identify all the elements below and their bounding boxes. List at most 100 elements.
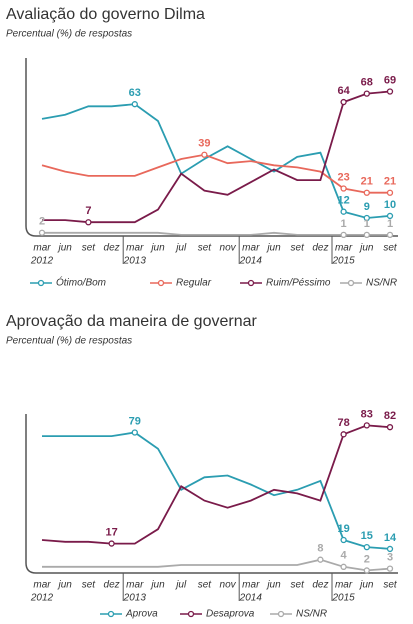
x-tick-label: dez xyxy=(312,243,328,254)
point xyxy=(317,556,324,563)
x-tick-label: set xyxy=(291,243,306,254)
point xyxy=(363,543,370,551)
x-year-label: 2013 xyxy=(123,593,147,604)
x-tick-label: jun xyxy=(265,243,281,254)
point xyxy=(340,563,347,570)
legend-marker xyxy=(277,610,285,618)
x-tick-label: jun xyxy=(265,580,281,591)
value-label: 21 xyxy=(361,176,373,188)
value-label: 69 xyxy=(384,74,396,86)
value-label: 21 xyxy=(384,176,396,188)
point xyxy=(38,229,46,236)
x-tick-label: mar xyxy=(126,243,144,254)
value-label: 19 xyxy=(337,523,349,535)
x-tick-label: jun xyxy=(358,243,374,254)
value-label: 83 xyxy=(361,408,373,420)
point xyxy=(386,424,394,431)
point xyxy=(340,208,347,215)
x-tick-label: set xyxy=(383,243,398,254)
value-label: 7 xyxy=(85,205,91,217)
value-label: 4 xyxy=(341,550,348,562)
value-label: 3 xyxy=(387,552,393,564)
point xyxy=(108,540,115,547)
legend-marker xyxy=(187,610,195,618)
value-label: 39 xyxy=(198,138,210,150)
x-year-label: 2015 xyxy=(331,593,355,604)
value-label: 68 xyxy=(361,77,373,89)
value-label: 1 xyxy=(387,218,393,230)
x-year-label: 2012 xyxy=(30,256,54,267)
series-line xyxy=(41,103,391,219)
x-tick-label: set xyxy=(82,580,97,591)
x-year-label: 2013 xyxy=(123,256,147,267)
point xyxy=(386,565,394,572)
value-label: 82 xyxy=(384,410,396,422)
value-label: 12 xyxy=(337,195,349,207)
x-tick-label: mar xyxy=(335,580,353,591)
x-year-label: 2012 xyxy=(30,593,54,604)
legend-label: NS/NR xyxy=(366,278,397,289)
x-tick-label: mar xyxy=(33,580,51,591)
axis xyxy=(25,58,398,237)
point xyxy=(363,189,370,196)
legend-label: NS/NR xyxy=(296,609,327,620)
value-label: 63 xyxy=(129,87,141,99)
legend-marker xyxy=(107,610,115,618)
x-tick-label: set xyxy=(82,243,97,254)
legend-marker xyxy=(37,279,45,287)
point xyxy=(363,90,370,97)
legend-label: Desaprova xyxy=(206,609,255,620)
axis xyxy=(25,414,398,574)
legend-marker xyxy=(347,279,355,287)
chart-title: Aprovação da maneira de governar xyxy=(6,313,257,330)
x-tick-label: mar xyxy=(33,243,51,254)
x-tick-label: set xyxy=(198,243,213,254)
point xyxy=(85,219,92,226)
series-line xyxy=(41,424,391,545)
series-line xyxy=(41,153,390,194)
point xyxy=(386,212,394,220)
value-label: 17 xyxy=(105,526,117,538)
value-label: 1 xyxy=(364,218,370,230)
x-tick-label: nov xyxy=(220,243,237,254)
x-tick-label: jul xyxy=(174,243,187,254)
x-tick-label: set xyxy=(291,580,306,591)
chart-subtitle: Percentual (%) de respostas xyxy=(6,29,132,40)
x-tick-label: jun xyxy=(57,580,73,591)
legend-label: Aprova xyxy=(125,609,158,620)
point xyxy=(386,88,394,95)
chart-subtitle: Percentual (%) de respostas xyxy=(6,336,132,347)
point xyxy=(340,231,347,239)
value-label: 23 xyxy=(337,171,349,183)
legend-label: Ótimo/Bom xyxy=(56,276,106,289)
point xyxy=(131,429,138,436)
x-tick-label: nov xyxy=(220,580,237,591)
legend-label: Regular xyxy=(176,278,212,289)
legend-marker xyxy=(157,279,165,287)
value-label: 9 xyxy=(364,201,370,213)
series-line xyxy=(42,558,391,572)
x-tick-label: dez xyxy=(312,580,328,591)
x-tick-label: dez xyxy=(104,243,120,254)
series-line xyxy=(42,431,391,550)
series-line xyxy=(42,231,390,236)
point xyxy=(363,567,370,574)
x-tick-label: mar xyxy=(335,243,353,254)
value-label: 78 xyxy=(337,417,349,429)
x-tick-label: set xyxy=(383,580,398,591)
point xyxy=(386,231,394,239)
x-tick-label: mar xyxy=(126,580,144,591)
point xyxy=(386,189,394,196)
point xyxy=(340,536,347,544)
point xyxy=(340,431,347,438)
x-tick-label: jun xyxy=(149,243,165,254)
value-label: 8 xyxy=(317,543,323,555)
value-label: 10 xyxy=(384,199,396,211)
value-label: 2 xyxy=(39,216,45,228)
value-label: 1 xyxy=(341,218,347,230)
x-tick-label: jun xyxy=(149,580,165,591)
series-line xyxy=(42,90,391,224)
x-year-label: 2014 xyxy=(239,593,263,604)
value-label: 64 xyxy=(337,85,350,97)
x-tick-label: jun xyxy=(358,580,374,591)
